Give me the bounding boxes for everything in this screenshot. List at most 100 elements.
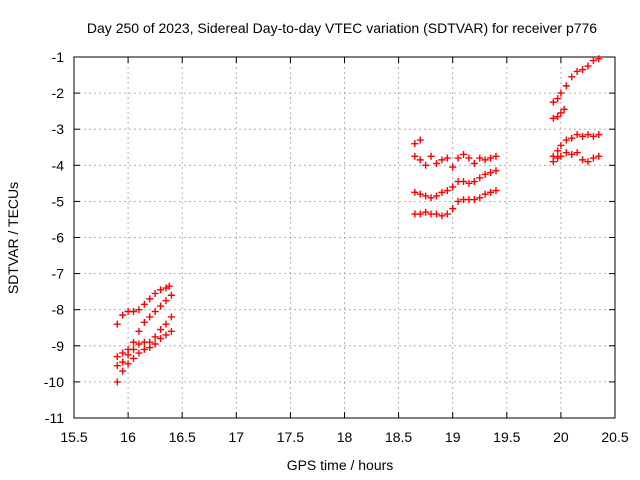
series-arc6 xyxy=(411,136,424,148)
data-point xyxy=(416,210,424,218)
data-point xyxy=(554,147,562,155)
data-point xyxy=(454,154,462,162)
data-point xyxy=(568,73,576,81)
data-point xyxy=(119,311,127,319)
data-point xyxy=(443,187,451,195)
data-point xyxy=(579,156,587,164)
series-arc9 xyxy=(549,55,603,106)
x-tick-label: 20 xyxy=(553,429,569,445)
y-tick-label: -10 xyxy=(44,374,64,390)
data-point xyxy=(568,134,576,142)
data-point xyxy=(422,208,430,216)
data-point xyxy=(124,351,132,359)
series-arc5 xyxy=(411,150,500,171)
data-point xyxy=(573,67,581,75)
y-tick-label: -2 xyxy=(52,85,65,101)
data-point xyxy=(554,113,562,121)
x-tick-label: 20.5 xyxy=(601,429,628,445)
data-point xyxy=(438,188,446,196)
series-arc3 xyxy=(113,313,175,370)
data-point xyxy=(432,159,440,167)
data-point xyxy=(595,55,603,63)
data-point xyxy=(449,163,457,171)
data-point xyxy=(135,340,143,348)
data-point xyxy=(130,338,138,346)
data-point xyxy=(113,362,121,370)
data-point xyxy=(487,188,495,196)
data-point xyxy=(411,152,419,160)
data-point xyxy=(146,344,154,352)
data-point xyxy=(135,349,143,357)
x-tick-label: 17 xyxy=(229,429,245,445)
data-point xyxy=(476,154,484,162)
data-point xyxy=(554,95,562,103)
data-point xyxy=(492,187,500,195)
data-point xyxy=(573,131,581,139)
data-point xyxy=(470,178,478,186)
y-tick-labels: -1 -2 -3 -4 -5 -6 -7 -8 -9 -10 -11 xyxy=(44,49,64,426)
data-point xyxy=(119,358,127,366)
data-point xyxy=(157,302,165,310)
data-point xyxy=(119,367,127,375)
data-point xyxy=(157,286,165,294)
data-point xyxy=(549,98,557,106)
x-tick-label: 19 xyxy=(445,429,461,445)
data-point xyxy=(416,136,424,144)
data-point xyxy=(162,331,170,339)
data-point xyxy=(113,320,121,328)
data-point xyxy=(579,66,587,74)
data-point xyxy=(167,313,175,321)
data-point xyxy=(113,353,121,361)
data-point xyxy=(557,141,565,149)
data-point xyxy=(146,295,154,303)
data-point xyxy=(481,190,489,198)
data-point xyxy=(427,152,435,160)
y-axis-label: SDTVAR / TECUs xyxy=(5,182,21,294)
plot-frame xyxy=(73,56,616,419)
data-point xyxy=(411,188,419,196)
data-point xyxy=(454,197,462,205)
series-arc4 xyxy=(113,327,175,386)
data-point xyxy=(557,89,565,97)
data-point xyxy=(165,282,173,290)
data-point xyxy=(589,132,597,140)
data-point xyxy=(595,131,603,139)
data-point xyxy=(151,308,159,316)
data-point xyxy=(135,306,143,314)
data-point xyxy=(549,114,557,122)
data-points xyxy=(113,55,603,386)
x-axis-label: GPS time / hours xyxy=(287,457,394,473)
data-point xyxy=(492,167,500,175)
data-point xyxy=(443,154,451,162)
y-tick-label: -6 xyxy=(52,230,65,246)
data-point xyxy=(589,57,597,65)
y-tick-label: -5 xyxy=(52,193,65,209)
data-point xyxy=(470,159,478,167)
data-point xyxy=(119,349,127,357)
data-point xyxy=(124,360,132,368)
data-point xyxy=(562,149,570,157)
data-point xyxy=(449,183,457,191)
data-point xyxy=(157,335,165,343)
data-point xyxy=(568,150,576,158)
data-point xyxy=(151,289,159,297)
y-tick-label: -3 xyxy=(52,121,65,137)
data-point xyxy=(584,62,592,70)
data-point xyxy=(560,105,568,113)
x-tick-label: 19.5 xyxy=(493,429,520,445)
data-point xyxy=(422,192,430,200)
series-arc8 xyxy=(411,187,500,220)
x-tick-label: 16.5 xyxy=(169,429,196,445)
data-point xyxy=(584,158,592,166)
data-point xyxy=(460,178,468,186)
data-point xyxy=(438,212,446,220)
data-point xyxy=(416,190,424,198)
data-point xyxy=(449,205,457,213)
data-point xyxy=(595,152,603,160)
data-point xyxy=(140,345,148,353)
data-point xyxy=(162,320,170,328)
series-arc2 xyxy=(113,291,175,361)
x-tick-label: 15.5 xyxy=(60,429,87,445)
x-tick-labels: 15.5 16 16.5 17 17.5 18 18.5 19 19.5 20 20.5 xyxy=(60,429,628,445)
